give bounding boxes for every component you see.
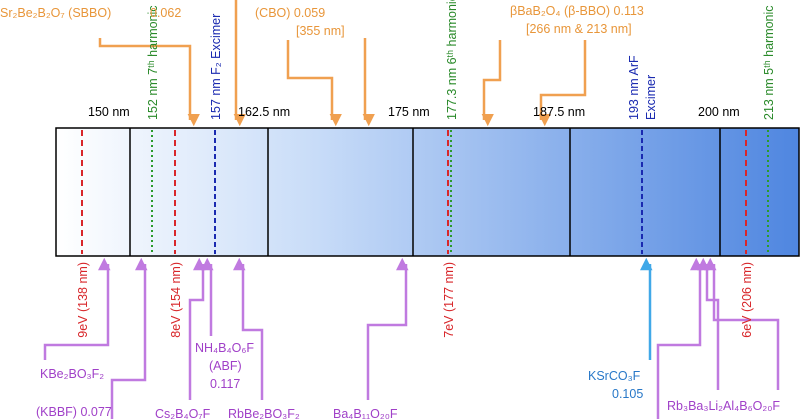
crystal-labels: Sr₂Be₂B₂O₇ (SBBO) 0.062 (CBO) 0.059 [355… xyxy=(0,4,780,419)
crystal-wavelength: [355 nm] xyxy=(296,24,345,38)
crystal-name: βBaB₂O₄ (β-BBO) 0.113 xyxy=(510,4,644,18)
crystal-name: KSrCO₃F xyxy=(588,369,641,383)
crystal-value: 0.117 xyxy=(210,377,240,391)
crystal-abbr: (ABF) xyxy=(209,359,242,373)
energy-label: 7eV (177 nm) xyxy=(442,262,456,338)
crystal-name: RbBe₂BO₃F₂ xyxy=(228,407,300,419)
crystal-name: Sr₂Be₂B₂O₇ (SBBO) xyxy=(0,6,111,20)
crystal-value: 0.062 xyxy=(150,6,181,20)
crystal-value: (KBBF) 0.077 xyxy=(36,405,112,419)
energy-label: 9eV (138 nm) xyxy=(76,262,90,338)
excimer-label: Excimer xyxy=(644,75,658,120)
crystal-name: Rb₃Ba₃Li₂Al₄B₆O₂₀F xyxy=(667,399,780,413)
harmonic-label: 152 nm 7ᵗʰ harmonic xyxy=(146,5,160,120)
excimer-label: 193 nm ArF xyxy=(627,55,641,120)
arrows xyxy=(43,0,780,419)
crystal-name: Ba₄B₁₁O₂₀F xyxy=(333,407,398,419)
excimer-label: 157 nm F₂ Excimer xyxy=(209,14,223,120)
crystal-name: KBe₂BO₃F₂ xyxy=(40,367,104,381)
dividers xyxy=(129,128,721,256)
tick-label: 175 nm xyxy=(388,105,430,119)
line-labels: 152 nm 7ᵗʰ harmonic 157 nm F₂ Excimer 17… xyxy=(76,0,776,338)
harmonic-label: 213 nm 5ᵗʰ harmonic xyxy=(762,5,776,120)
tick-label: 162.5 nm xyxy=(238,105,290,119)
energy-label: 8eV (154 nm) xyxy=(169,262,183,338)
harmonic-label: 177.3 nm 6ᵗʰ harmonic xyxy=(445,0,459,120)
spectrum-bar xyxy=(55,127,800,257)
tick-label: 150 nm xyxy=(88,105,130,119)
spectrum-bar-group xyxy=(55,127,800,257)
tick-label: 200 nm xyxy=(698,105,740,119)
crystal-wavelength: [266 nm & 213 nm] xyxy=(526,22,632,36)
energy-label: 6eV (206 nm) xyxy=(740,262,754,338)
tick-label: 187.5 nm xyxy=(533,105,585,119)
crystal-name: Cs₂B₄O₇F xyxy=(155,407,211,419)
crystal-value: 0.105 xyxy=(612,387,643,401)
crystal-name: NH₄B₄O₆F xyxy=(195,341,254,355)
tick-labels: 150 nm 162.5 nm 175 nm 187.5 nm 200 nm xyxy=(88,105,740,119)
marker-lines xyxy=(81,130,769,254)
crystal-name: (CBO) 0.059 xyxy=(255,6,325,20)
